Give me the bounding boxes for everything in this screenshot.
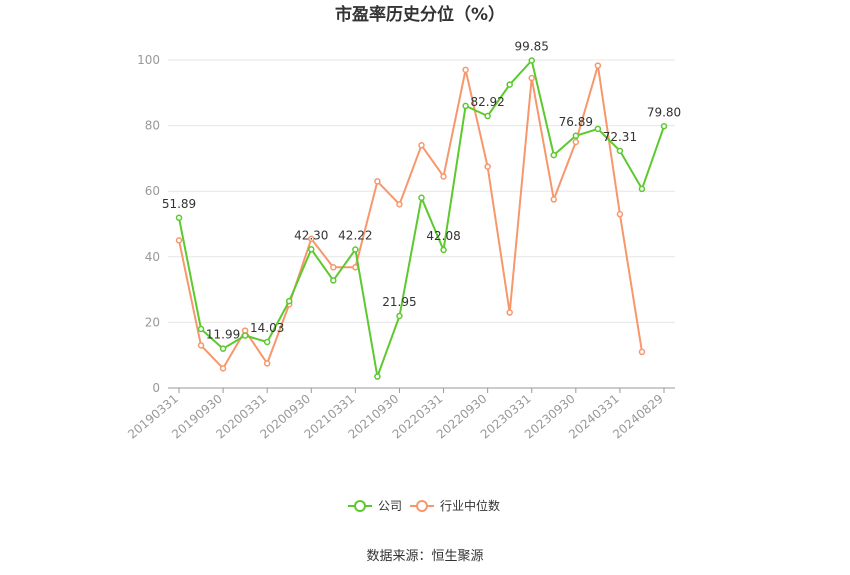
data-point <box>550 196 558 203</box>
data-point <box>550 151 558 159</box>
data-point <box>197 342 205 349</box>
legend-item-industry-median[interactable]: 行业中位数 <box>410 498 500 513</box>
legend-marker <box>354 500 366 512</box>
data-point <box>374 373 381 380</box>
data-point <box>374 178 381 185</box>
data-point <box>175 214 183 222</box>
data-point <box>528 74 535 82</box>
legend-marker <box>416 500 428 512</box>
data-label: 42.08 <box>426 229 460 243</box>
data-label: 76.89 <box>559 115 593 129</box>
data-point <box>219 345 227 352</box>
data-point <box>572 132 580 140</box>
y-tick-label: 100 <box>137 53 160 67</box>
data-label: 72.31 <box>603 130 637 144</box>
data-label: 79.80 <box>647 105 681 119</box>
data-point <box>263 338 271 346</box>
data-point <box>462 102 469 110</box>
legend-label: 行业中位数 <box>440 498 500 513</box>
legend-item-company[interactable]: 公司 <box>348 499 402 513</box>
data-point <box>660 123 668 130</box>
data-point <box>594 125 602 133</box>
data-point <box>219 365 227 372</box>
data-point <box>616 147 624 155</box>
data-label: 82.92 <box>470 95 504 109</box>
data-point <box>506 81 513 88</box>
data-point <box>440 173 447 180</box>
data-label: 51.89 <box>162 197 196 211</box>
y-tick-label: 60 <box>145 184 160 198</box>
data-point <box>352 264 359 271</box>
grid <box>168 59 675 323</box>
data-label: 14.03 <box>250 321 284 335</box>
y-tick-label: 40 <box>145 250 160 264</box>
data-point <box>440 246 447 254</box>
data-point <box>462 66 469 74</box>
legend-label: 公司 <box>378 499 402 513</box>
data-point <box>484 163 491 170</box>
data-point <box>175 237 183 244</box>
legend[interactable]: 公司 行业中位数 <box>348 498 500 513</box>
data-label: 42.30 <box>294 228 328 242</box>
data-label: 11.99 <box>206 328 240 342</box>
series-line-industry-median <box>178 64 643 370</box>
y-tick-label: 80 <box>145 119 160 133</box>
chart-title: 市盈率历史分位（%） <box>335 4 505 25</box>
data-point <box>594 62 602 69</box>
data-point <box>418 194 425 202</box>
data-point <box>285 297 293 305</box>
axes: 0204060801002019033120190930202003312020… <box>125 53 675 442</box>
data-point <box>484 112 491 120</box>
data-point <box>572 138 580 146</box>
data-label: 21.95 <box>382 295 416 309</box>
data-point <box>308 235 315 243</box>
data-point <box>506 309 513 316</box>
data-point <box>528 57 535 64</box>
data-point <box>638 348 646 356</box>
data-point <box>330 277 337 284</box>
data-point <box>638 185 646 193</box>
data-point <box>396 201 403 208</box>
data-point <box>197 325 205 333</box>
data-label: 42.22 <box>338 229 372 243</box>
data-point <box>396 312 403 320</box>
y-tick-label: 0 <box>152 381 160 395</box>
data-point <box>616 210 624 218</box>
data-point <box>308 246 315 253</box>
data-labels: 51.89 11.99 14.03 42.30 42.22 21.95 42.08 82.92… <box>162 39 681 341</box>
data-point <box>241 332 249 339</box>
data-point <box>330 264 337 271</box>
series-layer <box>175 57 668 380</box>
y-tick-label: 20 <box>145 315 160 329</box>
data-point <box>352 246 359 253</box>
source-text: 数据来源：恒生聚源 <box>366 549 483 564</box>
data-label: 99.85 <box>515 39 549 53</box>
data-point <box>418 142 425 149</box>
data-point <box>263 360 271 367</box>
